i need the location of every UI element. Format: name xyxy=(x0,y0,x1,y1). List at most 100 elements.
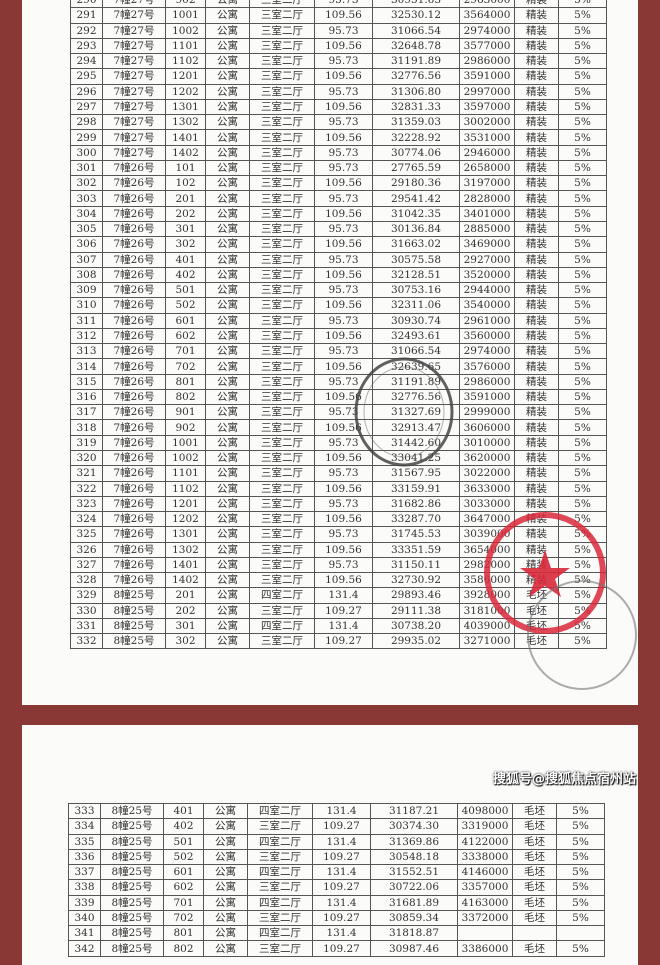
table-row: 342 8幢25号 802 公寓 三室二厅 109.27 30987.46 3386000 毛坯… xyxy=(68,940,605,957)
area-cell: 95.73 xyxy=(314,312,373,329)
row-number-cell: 315 xyxy=(70,373,103,390)
unit-cell: 1301 xyxy=(165,98,206,116)
property-type-cell: 公寓 xyxy=(205,495,250,513)
area-cell: 95.73 xyxy=(314,144,373,161)
property-type-cell: 公寓 xyxy=(203,818,248,835)
building-cell: 7幢27号 xyxy=(102,129,166,146)
property-type-cell: 公寓 xyxy=(205,358,250,375)
area-cell: 109.27 xyxy=(312,848,371,866)
percentage-cell: 5% xyxy=(558,129,607,146)
unit-price-cell: 31369.86 xyxy=(370,833,458,850)
table-row: 299 7幢27号 1401 公寓 三室二厅 109.56 32228.92 3531000 精… xyxy=(70,129,607,146)
area-cell: 95.73 xyxy=(314,495,373,513)
total-price-cell: 3647000 xyxy=(459,511,515,528)
percentage-cell: 5% xyxy=(558,633,607,650)
row-number-cell: 335 xyxy=(68,833,101,850)
unit-price-cell: 32530.12 xyxy=(372,7,460,24)
total-price-cell: 4098000 xyxy=(457,802,513,820)
table-row: 328 7幢26号 1402 公寓 三室二厅 109.56 32730.92 3586000 精… xyxy=(70,572,607,589)
decoration-cell: 精装 xyxy=(514,37,559,55)
row-number-cell: 306 xyxy=(70,236,103,253)
area-cell: 109.27 xyxy=(312,879,371,896)
percentage-cell: 5% xyxy=(558,449,607,467)
decoration-cell: 精装 xyxy=(514,373,559,390)
decoration-cell: 精装 xyxy=(514,114,559,131)
building-cell: 7幢26号 xyxy=(102,480,166,497)
table-row: 302 7幢26号 102 公寓 三室二厅 109.56 29180.36 3197000 精装… xyxy=(70,175,607,192)
decoration-cell: 精装 xyxy=(514,465,559,482)
property-type-cell: 公寓 xyxy=(203,833,248,850)
watermark: 搜狐号@搜狐焦点宿州站 xyxy=(492,772,636,787)
row-number-cell: 340 xyxy=(68,909,101,927)
total-price-cell: 2944000 xyxy=(459,282,515,299)
area-cell: 95.73 xyxy=(314,53,373,70)
percentage-cell: 5% xyxy=(558,343,607,360)
row-number-cell: 320 xyxy=(70,449,103,467)
layout-cell: 三室二厅 xyxy=(247,879,313,896)
price-table-page-1: 290 7幢27号 902 公寓 三室二厅 95.73 30951.63 2963000 精装 5… xyxy=(70,0,607,650)
row-number-cell: 334 xyxy=(68,818,101,835)
unit-price-cell: 33287.70 xyxy=(372,511,460,528)
building-cell: 7幢26号 xyxy=(102,190,166,207)
building-cell: 8幢25号 xyxy=(100,833,164,850)
unit-price-cell: 31327.69 xyxy=(372,404,460,421)
building-cell: 7幢26号 xyxy=(102,266,166,284)
decoration-cell: 毛坯 xyxy=(512,802,557,820)
layout-cell: 三室二厅 xyxy=(249,190,315,207)
table-row: 305 7幢26号 301 公寓 三室二厅 95.73 30136.84 2885000 精装 5… xyxy=(70,220,607,238)
unit-price-cell: 31818.87 xyxy=(370,925,458,942)
building-cell: 8幢25号 xyxy=(102,587,166,604)
area-cell: 95.73 xyxy=(314,0,373,9)
decoration-cell: 毛坯 xyxy=(512,894,557,911)
unit-price-cell: 30738.20 xyxy=(372,617,460,635)
percentage-cell: 5% xyxy=(558,419,607,436)
unit-price-cell: 30930.74 xyxy=(372,312,460,329)
percentage-cell: 5% xyxy=(558,480,607,497)
row-number-cell: 342 xyxy=(68,940,101,957)
layout-cell: 三室二厅 xyxy=(249,114,315,131)
table-row: 296 7幢27号 1202 公寓 三室二厅 95.73 31306.80 2997000 精装… xyxy=(70,83,607,100)
decoration-cell: 精装 xyxy=(514,572,559,589)
property-type-cell: 公寓 xyxy=(205,404,250,421)
total-price-cell: 3520000 xyxy=(459,266,515,284)
area-cell: 95.73 xyxy=(314,404,373,421)
decoration-cell: 毛坯 xyxy=(512,879,557,896)
property-type-cell: 公寓 xyxy=(205,617,250,635)
building-cell: 7幢27号 xyxy=(102,22,166,39)
unit-cell: 801 xyxy=(163,925,204,942)
unit-price-cell: 31745.53 xyxy=(372,526,460,543)
decoration-cell: 精装 xyxy=(514,7,559,24)
unit-price-cell: 29893.46 xyxy=(372,587,460,604)
row-number-cell: 292 xyxy=(70,22,103,39)
layout-cell: 四室二厅 xyxy=(247,925,313,942)
decoration-cell: 精装 xyxy=(514,266,559,284)
layout-cell: 三室二厅 xyxy=(249,327,315,345)
layout-cell: 三室二厅 xyxy=(249,633,315,650)
table-row: 323 7幢26号 1201 公寓 三室二厅 95.73 31682.86 3033000 精装… xyxy=(70,495,607,513)
unit-price-cell: 32648.78 xyxy=(372,37,460,55)
area-cell: 109.27 xyxy=(312,818,371,835)
total-price-cell: 3039000 xyxy=(459,526,515,543)
layout-cell: 三室二厅 xyxy=(249,297,315,314)
area-cell: 95.73 xyxy=(314,556,373,574)
unit-cell: 502 xyxy=(165,297,206,314)
layout-cell: 三室二厅 xyxy=(249,236,315,253)
building-cell: 7幢26号 xyxy=(102,419,166,436)
decoration-cell: 精装 xyxy=(514,144,559,161)
unit-cell: 601 xyxy=(163,864,204,881)
area-cell: 131.4 xyxy=(314,587,373,604)
table-row: 290 7幢27号 902 公寓 三室二厅 95.73 30951.63 2963000 精装 5… xyxy=(70,0,607,9)
unit-cell: 501 xyxy=(163,833,204,850)
total-price-cell: 4146000 xyxy=(457,864,513,881)
unit-cell: 1001 xyxy=(165,434,206,451)
building-cell: 7幢26号 xyxy=(102,205,166,222)
layout-cell: 三室二厅 xyxy=(249,7,315,24)
unit-cell: 1201 xyxy=(165,495,206,513)
property-type-cell: 公寓 xyxy=(205,83,250,100)
unit-cell: 1101 xyxy=(165,37,206,55)
layout-cell: 三室二厅 xyxy=(249,511,315,528)
unit-price-cell: 33351.59 xyxy=(372,541,460,558)
layout-cell: 三室二厅 xyxy=(249,373,315,390)
total-price-cell: 2946000 xyxy=(459,144,515,161)
total-price-cell: 2927000 xyxy=(459,251,515,268)
